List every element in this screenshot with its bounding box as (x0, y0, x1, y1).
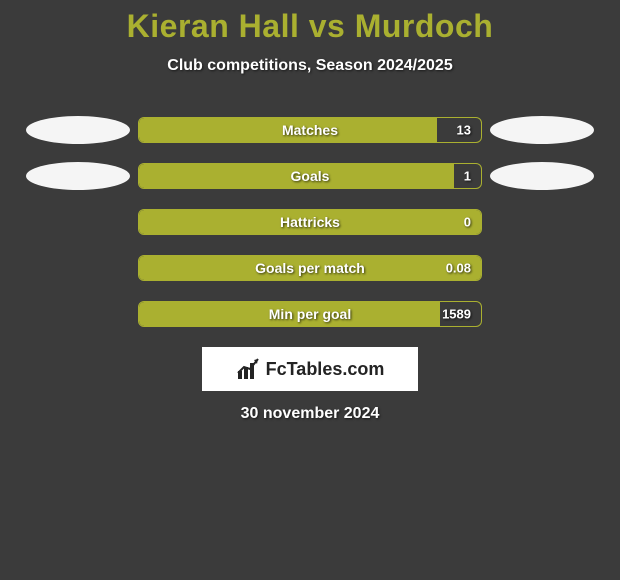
right-ellipse-cell (482, 162, 602, 190)
stat-label: Goals (291, 168, 330, 184)
chart-icon (236, 357, 262, 381)
stat-bar: Goals 1 (138, 163, 482, 189)
stat-bar: Goals per match 0.08 (138, 255, 482, 281)
left-ellipse-cell (18, 162, 138, 190)
stat-label: Goals per match (255, 260, 365, 276)
stat-row: Goals 1 (0, 163, 620, 189)
stat-label: Hattricks (280, 214, 340, 230)
stat-value: 1589 (442, 307, 471, 322)
stat-row: Goals per match 0.08 (0, 255, 620, 281)
player-left-marker (26, 116, 130, 144)
player-right-marker (490, 116, 594, 144)
logo-text: FcTables.com (266, 359, 385, 380)
comparison-infographic: Kieran Hall vs Murdoch Club competitions… (0, 0, 620, 423)
subtitle: Club competitions, Season 2024/2025 (0, 57, 620, 75)
left-ellipse-cell (18, 116, 138, 144)
stat-value: 0 (464, 215, 471, 230)
page-title: Kieran Hall vs Murdoch (0, 8, 620, 45)
player-right-marker (490, 162, 594, 190)
stat-row: Min per goal 1589 (0, 301, 620, 327)
logo-box: FcTables.com (202, 347, 418, 391)
player-left-marker (26, 162, 130, 190)
stat-row: Matches 13 (0, 117, 620, 143)
stat-value: 13 (457, 123, 471, 138)
stat-bar: Min per goal 1589 (138, 301, 482, 327)
stat-bar: Matches 13 (138, 117, 482, 143)
stat-value: 1 (464, 169, 471, 184)
stat-bar: Hattricks 0 (138, 209, 482, 235)
stat-label: Min per goal (269, 306, 351, 322)
stat-value: 0.08 (446, 261, 471, 276)
right-ellipse-cell (482, 116, 602, 144)
date-text: 30 november 2024 (0, 405, 620, 423)
stat-rows: Matches 13 Goals 1 Hattricks 0 Goals per match… (0, 117, 620, 327)
stat-row: Hattricks 0 (0, 209, 620, 235)
stat-label: Matches (282, 122, 338, 138)
